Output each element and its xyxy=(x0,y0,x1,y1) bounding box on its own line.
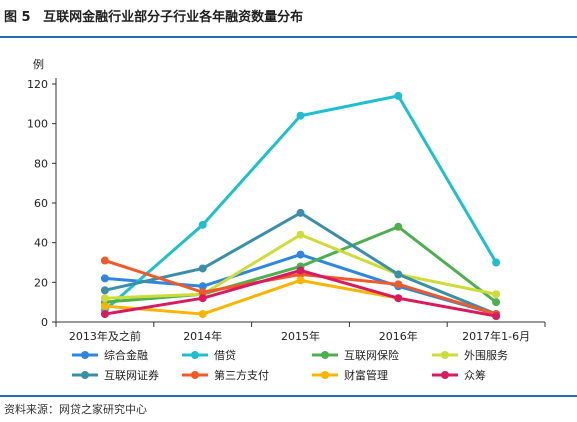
x-tick-label: 2013年及之前 xyxy=(69,329,141,343)
legend-label: 互联网证券 xyxy=(104,368,159,382)
data-point xyxy=(198,282,207,291)
data-point xyxy=(100,274,109,283)
legend-swatch-marker xyxy=(191,371,199,379)
data-point xyxy=(296,111,305,120)
data-point xyxy=(100,286,109,295)
data-point xyxy=(492,258,501,267)
data-point xyxy=(394,91,403,100)
legend-swatch-marker xyxy=(321,351,329,359)
figure-number: 图 5 xyxy=(4,10,31,25)
x-tick-label: 2015年 xyxy=(281,329,320,343)
legend-swatch-marker xyxy=(191,351,199,359)
bottom-rule xyxy=(0,395,577,397)
legend-label: 第三方支付 xyxy=(214,368,269,382)
data-point xyxy=(492,290,501,299)
legend-label: 众筹 xyxy=(464,368,486,382)
data-point xyxy=(296,276,305,285)
y-tick-label: 120 xyxy=(27,78,48,91)
top-rule xyxy=(0,36,577,38)
legend-swatch-marker xyxy=(441,351,449,359)
y-tick-label: 0 xyxy=(41,316,48,329)
y-axis-unit-label: 例 xyxy=(33,57,44,71)
data-point xyxy=(100,302,109,311)
chart-axes: 例 0 20 40 60 80 100 120 2013年及之前 2014年 2015年 2016年 2… xyxy=(27,57,546,343)
figure-title-block: 图 5 互联网金融行业部分子行业各年融资数量分布 xyxy=(4,6,303,25)
y-tick-label: 20 xyxy=(34,276,48,289)
data-point xyxy=(198,288,207,297)
chart-series xyxy=(100,91,501,321)
legend-swatch-marker xyxy=(441,371,449,379)
legend-label: 综合金融 xyxy=(104,348,148,362)
data-point xyxy=(492,298,501,307)
data-point xyxy=(394,270,403,279)
data-point xyxy=(492,312,501,321)
x-tick-label: 2017年1-6月 xyxy=(462,329,530,343)
data-point xyxy=(198,294,207,303)
figure-title: 互联网金融行业部分子行业各年融资数量分布 xyxy=(43,10,304,25)
x-tick-label: 2014年 xyxy=(183,329,222,343)
data-point xyxy=(100,310,109,319)
legend-label: 互联网保险 xyxy=(344,348,399,362)
legend-swatch-marker xyxy=(321,371,329,379)
data-point xyxy=(296,250,305,259)
data-point xyxy=(198,264,207,273)
y-tick-label: 80 xyxy=(34,157,48,170)
legend-label: 财富管理 xyxy=(344,368,388,382)
data-point xyxy=(198,310,207,319)
data-point xyxy=(394,294,403,303)
data-point xyxy=(296,230,305,239)
y-tick-label: 100 xyxy=(27,118,48,131)
data-point xyxy=(394,222,403,231)
y-tick-label: 40 xyxy=(34,237,48,250)
y-tick-label: 60 xyxy=(34,197,48,210)
data-point xyxy=(394,280,403,289)
data-point xyxy=(296,266,305,275)
source-note: 资料来源：网贷之家研究中心 xyxy=(4,403,147,416)
x-tick-label: 2016年 xyxy=(379,329,418,343)
data-point xyxy=(100,294,109,303)
data-point xyxy=(296,208,305,217)
data-point xyxy=(100,256,109,265)
legend-label: 借贷 xyxy=(214,348,236,362)
legend-swatch-marker xyxy=(81,371,89,379)
legend-swatch-marker xyxy=(81,351,89,359)
legend-label: 外围服务 xyxy=(464,349,508,362)
line-chart: 例 0 20 40 60 80 100 120 2013年及之前 2014年 2015年 2016年 2… xyxy=(27,57,546,382)
data-point xyxy=(198,220,207,229)
